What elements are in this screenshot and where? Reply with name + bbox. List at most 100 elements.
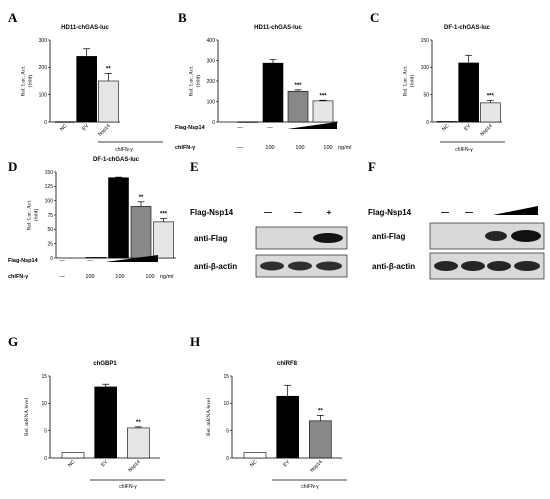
significance-marker: ** (318, 408, 323, 414)
chart-panel-b: B HD11-chGAS-luc Rel. Luc. Act. (fold) 0 100 2… (175, 10, 351, 151)
bar (276, 395, 299, 459)
x-tick-label: Nsp14 (127, 459, 142, 474)
row-value: — (237, 145, 243, 151)
chart-title: DF-1-chGAS-luc (93, 157, 140, 163)
blot-antibody-label: anti-β-actin (194, 262, 237, 271)
y-axis-label: Rel. Luc. Act. (21, 65, 27, 96)
y-tick-label: 15 (41, 374, 47, 380)
y-axis-label: (fold) (409, 75, 416, 88)
row-label-flag: Flag-Nsp14 (8, 258, 39, 264)
blot-lane-mark: — (465, 208, 473, 217)
x-tick-label: EV (282, 459, 291, 468)
blot-band (514, 261, 540, 271)
y-tick-label: 0 (426, 120, 429, 126)
y-tick-label: 10 (41, 401, 47, 407)
bar (130, 206, 152, 259)
y-tick-label: 15 (223, 374, 229, 380)
y-tick-label: 150 (421, 38, 430, 44)
unit-label: ng/ml (160, 274, 173, 280)
y-tick-label: 400 (207, 38, 216, 44)
y-tick-label: 5 (44, 428, 47, 434)
row-value: 100 (295, 145, 304, 151)
significance-marker: ** (106, 66, 111, 72)
chart-title: chGBP1 (93, 361, 117, 367)
y-tick-label: 0 (44, 120, 47, 126)
dose-gradient-triangle (287, 122, 337, 129)
significance-marker: *** (294, 83, 302, 89)
y-tick-label: 300 (207, 58, 216, 64)
blot-lane-mark: — (441, 208, 449, 217)
y-axis-label: Rel. Luc. Act. (27, 199, 33, 230)
x-tick-label: Nsp14 (479, 123, 494, 138)
blot-treatment-label: Flag-Nsp14 (190, 208, 234, 217)
x-tick-label: EV (100, 459, 109, 468)
blot-lane-mark: — (294, 208, 302, 217)
y-tick-label: 0 (226, 456, 229, 462)
y-axis-label: (fold) (195, 75, 202, 88)
y-tick-label: 100 (421, 65, 430, 71)
blot-band (485, 231, 507, 241)
y-axis-label: Rel. Luc. Act. (189, 65, 195, 96)
x-tick-label: NC (67, 459, 77, 469)
treatment-label: chIFN-γ (115, 147, 133, 153)
y-tick-label: 200 (207, 79, 216, 85)
y-axis-label: Rel. mRNA level (206, 398, 212, 437)
bar (458, 62, 479, 123)
western-blot-f: F Flag-Nsp14 — — anti-Flag anti-β-actin (368, 159, 545, 280)
bar (312, 100, 334, 123)
row-value: 100 (265, 145, 274, 151)
x-tick-label: NC (249, 459, 259, 469)
x-tick-label: Nsp14 (97, 123, 112, 138)
western-blot-e: E Flag-Nsp14 — — + anti-Flag anti-β-actin (190, 159, 348, 278)
x-tick-label: EV (81, 123, 90, 132)
y-axis-label: Rel. mRNA level (24, 398, 30, 437)
chart-title: HD11-chGAS-luc (61, 25, 109, 31)
row-value: 100 (323, 145, 332, 151)
significance-marker: *** (319, 93, 327, 99)
panel-letter: D (8, 159, 17, 174)
row-label-flag: Flag-Nsp14 (175, 125, 206, 131)
chart-title: DF-1-chGAS-luc (444, 25, 491, 31)
blot-band (313, 233, 343, 243)
blot-band (288, 261, 312, 271)
blot-band (316, 261, 342, 271)
y-tick-label: 300 (39, 38, 48, 44)
dose-gradient-triangle (493, 206, 538, 215)
y-tick-label: 0 (44, 456, 47, 462)
y-tick-label: 50 (47, 227, 53, 233)
y-tick-label: 150 (45, 170, 54, 176)
bar (94, 386, 117, 459)
treatment-label: chIFN-γ (301, 484, 319, 490)
treatment-label: chIFN-γ (455, 147, 473, 153)
x-tick-label: NC (441, 123, 451, 133)
blot-antibody-label: anti-Flag (194, 234, 227, 243)
bar (287, 90, 309, 123)
y-tick-label: 0 (212, 120, 215, 126)
dose-gradient-triangle (105, 255, 158, 262)
bar (61, 452, 85, 459)
x-tick-label: EV (463, 123, 472, 132)
row-label-ifn: chIFN-γ (8, 274, 29, 280)
bar (85, 257, 107, 259)
panel-letter: B (178, 10, 187, 25)
row-value: — (87, 258, 93, 264)
significance-marker: *** (160, 211, 168, 217)
x-tick-label: NC (59, 123, 69, 133)
panel-letter: C (370, 10, 379, 25)
chart-title: chIRF8 (277, 361, 298, 367)
panel-letter: G (8, 334, 18, 349)
y-tick-label: 10 (223, 401, 229, 407)
blot-band (511, 230, 541, 242)
panel-letter: F (368, 159, 376, 174)
unit-label: ng/ml (338, 145, 351, 151)
row-value: — (59, 258, 65, 264)
row-value: — (267, 125, 273, 131)
row-value: 100 (85, 274, 94, 280)
panel-letter: H (190, 334, 200, 349)
row-value: 100 (115, 274, 124, 280)
bar (309, 420, 332, 459)
chart-panel-a: A HD11-chGAS-luc Rel. Luc. Act. (fold) 0 100 2… (8, 10, 163, 153)
bar (98, 80, 119, 123)
